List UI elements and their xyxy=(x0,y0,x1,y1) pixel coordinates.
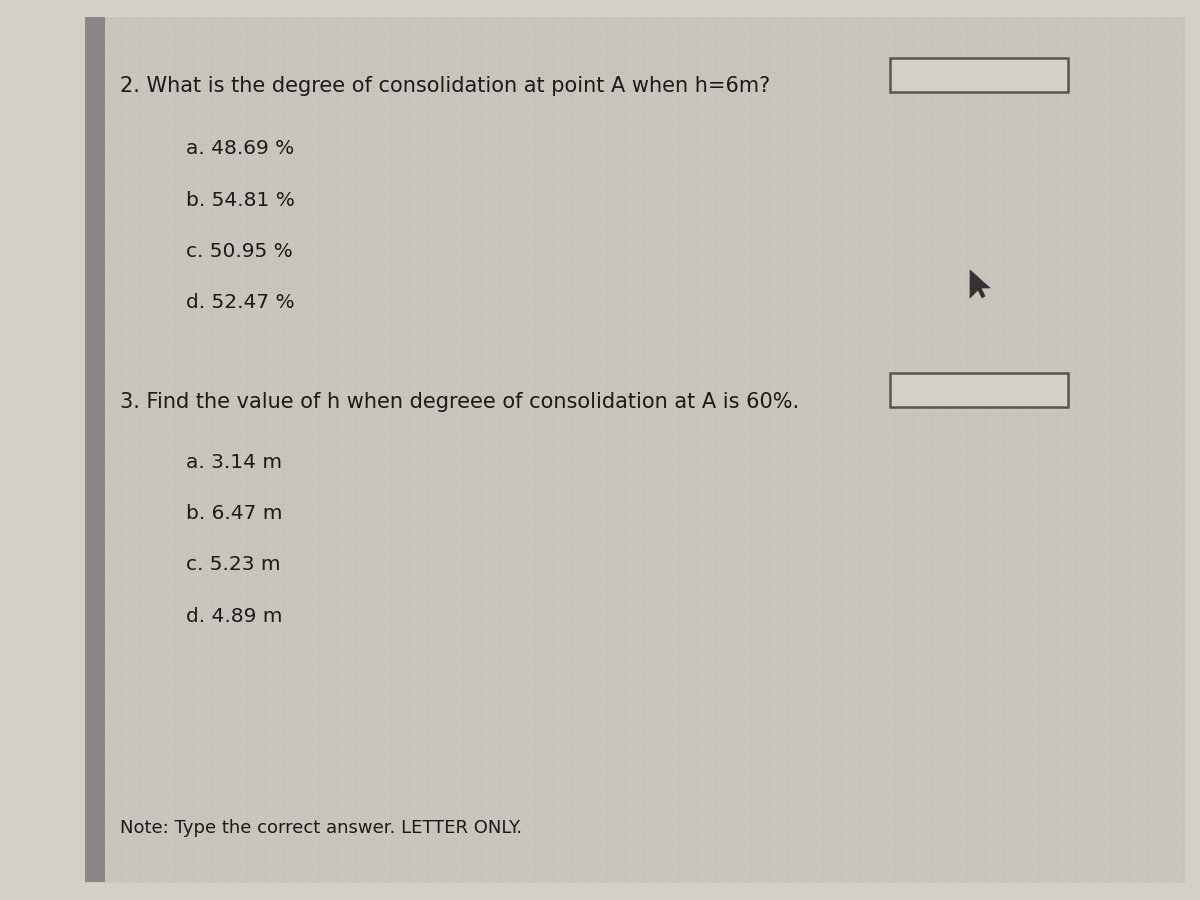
Text: a. 48.69 %: a. 48.69 % xyxy=(186,140,294,158)
Text: c. 50.95 %: c. 50.95 % xyxy=(186,242,293,261)
Text: 2. What is the degree of consolidation at point A when h=6m?: 2. What is the degree of consolidation a… xyxy=(120,76,770,96)
Text: Note: Type the correct answer. LETTER ONLY.: Note: Type the correct answer. LETTER ON… xyxy=(120,819,522,837)
Text: d. 4.89 m: d. 4.89 m xyxy=(186,607,282,625)
Text: c. 5.23 m: c. 5.23 m xyxy=(186,555,281,574)
Text: b. 54.81 %: b. 54.81 % xyxy=(186,191,295,210)
Text: 3. Find the value of h when degreee of consolidation at A is 60%.: 3. Find the value of h when degreee of c… xyxy=(120,392,799,411)
Bar xyxy=(890,373,1068,407)
Polygon shape xyxy=(970,270,990,298)
Text: d. 52.47 %: d. 52.47 % xyxy=(186,293,295,312)
Text: b. 6.47 m: b. 6.47 m xyxy=(186,504,282,523)
Text: a. 3.14 m: a. 3.14 m xyxy=(186,453,282,472)
Bar xyxy=(890,58,1068,92)
Bar xyxy=(85,17,106,882)
